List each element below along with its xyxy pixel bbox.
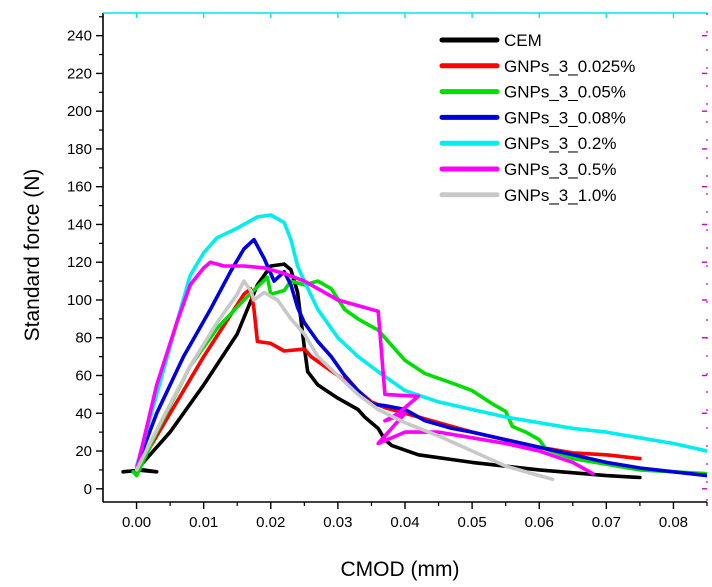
legend-label: CEM [504,31,542,50]
series-line-gnps-3-1-0- [134,279,555,482]
y-axis-ticks: 0 20 40 60 80 100 120 140 160 180 200 220 240 [67,16,707,498]
x-tick-label: 0.06 [525,514,554,531]
series-line-gnps-3-0-05- [131,275,707,478]
series-line-cem [121,262,642,480]
legend-label: GNPs_3_1.0% [504,186,616,205]
y-tick-label: 160 [67,179,92,196]
legend-label: GNPs_3_0.2% [504,134,616,153]
y-tick-label: 180 [67,141,92,158]
legend: CEM GNPs_3_0.025% GNPs_3_0.05% GNPs_3_0.08%… [439,31,635,205]
y-tick-label: 240 [67,28,92,45]
x-tick-label: 0.01 [189,514,218,531]
x-tick-label: 0.07 [592,514,621,531]
series-line-gnps-3-0-08- [134,237,707,478]
y-tick-label: 140 [67,216,92,233]
y-tick-label: 120 [67,254,92,271]
series-lines [121,213,707,482]
y-tick-label: 40 [75,405,92,422]
y-tick-label: 80 [75,330,92,347]
y-tick-label: 0 [84,481,92,498]
x-tick-label: 0.04 [390,514,419,531]
y-tick-label: 20 [75,443,92,460]
x-axis-ticks: 0.00 0.01 0.02 0.03 0.04 0.05 0.06 0.07 0.08 [122,13,708,531]
x-axis-title: CMOD (mm) [341,558,460,581]
y-axis-title: Standard force (N) [21,169,44,342]
y-tick-label: 200 [67,103,92,120]
series-line-gnps-3-0-5- [134,260,595,476]
y-tick-label: 60 [75,368,92,385]
series-group [121,213,707,482]
y-tick-label: 100 [67,292,92,309]
x-tick-label: 0.03 [323,514,352,531]
legend-label: GNPs_3_0.5% [504,160,616,179]
legend-label: GNPs_3_0.05% [504,83,626,102]
legend-label: GNPs_3_0.08% [504,108,626,127]
x-tick-label: 0.05 [458,514,487,531]
legend-label: GNPs_3_0.025% [504,57,635,76]
x-tick-label: 0.00 [122,514,151,531]
series-line-gnps-3-0-2- [134,213,707,468]
x-tick-label: 0.08 [659,514,688,531]
y-tick-label: 220 [67,65,92,82]
x-tick-label: 0.02 [256,514,285,531]
